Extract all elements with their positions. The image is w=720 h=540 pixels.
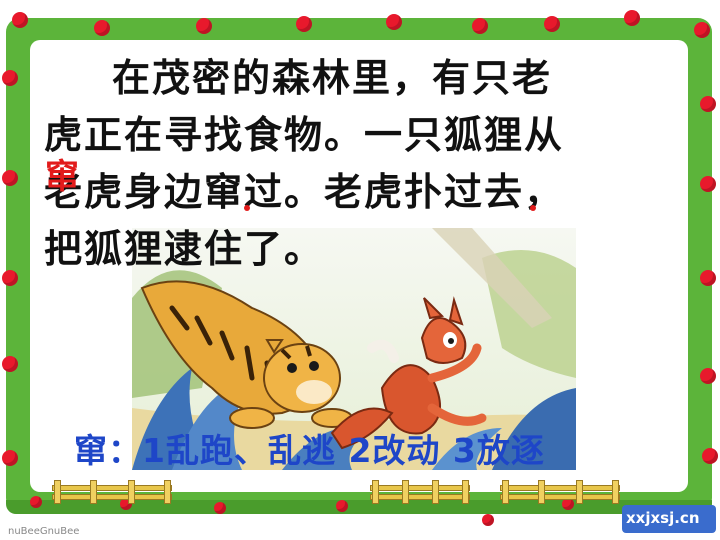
fence-right: [500, 480, 620, 504]
paragraph-line-3: 老虎身边窜过。老虎扑过去，: [44, 170, 565, 214]
watermark-text: xxjxsj.cn: [626, 509, 700, 527]
story-paragraph: 在茂密的森林里，有只老 虎正在寻找食物。一只狐狸从 老虎身边窜过。老虎扑过去， …: [44, 50, 684, 278]
paragraph-line-1: 在茂密的森林里，有只老: [112, 56, 553, 100]
footer-text: nuBeeGnuBee: [8, 526, 80, 537]
definition-text: 窜：1乱跑、乱逃 2改动 3放逐: [74, 431, 545, 470]
character-annotation: 窜: [45, 157, 79, 197]
watermark-logo: xxjxsj.cn: [622, 505, 716, 533]
emphasis-dot: [530, 205, 536, 211]
paragraph-line-4: 把狐狸逮住了。: [44, 227, 325, 271]
emphasis-dot: [244, 205, 250, 211]
fence-left: [52, 480, 172, 504]
grass-strip: [6, 500, 712, 514]
tiger-fox-illustration: [132, 228, 576, 470]
paragraph-line-2: 虎正在寻找食物。一只狐狸从: [44, 113, 565, 157]
fence-middle: [370, 480, 470, 504]
